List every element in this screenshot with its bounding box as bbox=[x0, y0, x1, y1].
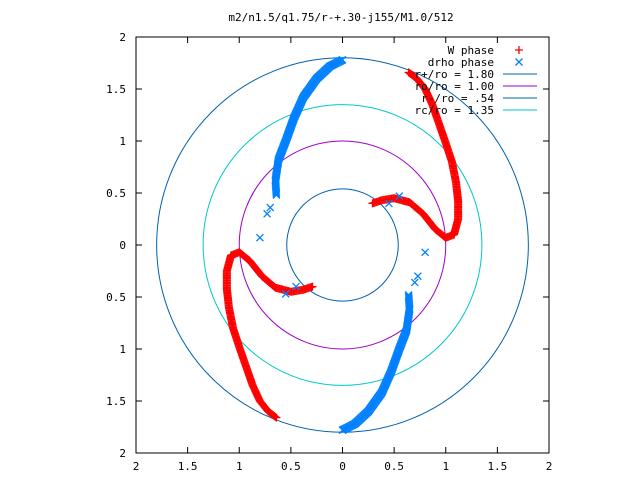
drho-phase-point bbox=[281, 289, 290, 298]
y-tick-label: 0.5 bbox=[106, 187, 126, 200]
y-tick-label: 1.5 bbox=[106, 395, 126, 408]
y-tick-label: 1.5 bbox=[106, 83, 126, 96]
circle-1-8 bbox=[156, 57, 529, 433]
x-tick-label: 2 bbox=[133, 460, 140, 473]
w-phase-point bbox=[368, 199, 377, 208]
legend-swatch-plus bbox=[515, 46, 523, 54]
w-phase-series bbox=[222, 68, 463, 422]
legend-label: r+/ro = 1.80 bbox=[415, 68, 494, 81]
y-tick-label: 2 bbox=[119, 447, 126, 460]
drho-phase-point bbox=[421, 248, 430, 257]
reference-circles bbox=[156, 57, 529, 433]
x-axis: 2 1.5 1 0.5 0 0.5 1 1.5 2 bbox=[133, 37, 553, 473]
drho-phase-point bbox=[395, 192, 404, 201]
drho-phase-point bbox=[255, 233, 264, 242]
drho-phase-point bbox=[263, 209, 272, 218]
x-tick-label: 0.5 bbox=[281, 460, 301, 473]
y-tick-label: 2 bbox=[119, 31, 126, 44]
chart-title: m2/n1.5/q1.75/r-+.30-j155/M1.0/512 bbox=[228, 11, 453, 24]
circle-0-54 bbox=[286, 188, 399, 302]
legend-swatch-cross bbox=[515, 58, 523, 66]
drho-phase-point bbox=[272, 191, 281, 200]
drho-phase-point bbox=[410, 278, 419, 287]
y-tick-label: 1 bbox=[119, 135, 126, 148]
drho-phase-point bbox=[385, 199, 393, 208]
drho-phase-point bbox=[404, 292, 413, 301]
y-tick-label: 0 bbox=[119, 239, 126, 252]
drho-phase-series bbox=[255, 55, 430, 435]
drho-phase-point bbox=[266, 203, 275, 212]
legend-label: rc/ro = 1.35 bbox=[415, 104, 494, 117]
drho-phase-point bbox=[404, 293, 413, 302]
x-tick-label: 1 bbox=[236, 460, 243, 473]
y-tick-label: 0.5 bbox=[106, 291, 126, 304]
drho-phase-point bbox=[404, 290, 413, 299]
legend-label: r-/ro = .54 bbox=[421, 92, 494, 105]
x-tick-label: 2 bbox=[546, 460, 553, 473]
circle-1 bbox=[238, 140, 447, 350]
x-tick-label: 0 bbox=[339, 460, 346, 473]
y-tick-label: 1 bbox=[119, 343, 126, 356]
x-tick-label: 1.5 bbox=[178, 460, 198, 473]
x-tick-label: 1 bbox=[442, 460, 449, 473]
y-axis: 2 1.5 1 0.5 0 0.5 1 1.5 2 bbox=[106, 31, 549, 460]
x-tick-label: 0.5 bbox=[384, 460, 404, 473]
drho-phase-point bbox=[272, 188, 281, 197]
drho-phase-point bbox=[413, 272, 422, 281]
w-phase-point bbox=[308, 282, 317, 291]
drho-phase-point bbox=[272, 189, 281, 198]
drho-phase-point bbox=[292, 282, 300, 291]
legend-label: drho phase bbox=[428, 56, 494, 69]
x-tick-label: 1.5 bbox=[487, 460, 507, 473]
legend-label: W phase bbox=[448, 44, 494, 57]
circle-1-35 bbox=[202, 104, 483, 386]
legend-label: ro/ro = 1.00 bbox=[415, 80, 494, 93]
